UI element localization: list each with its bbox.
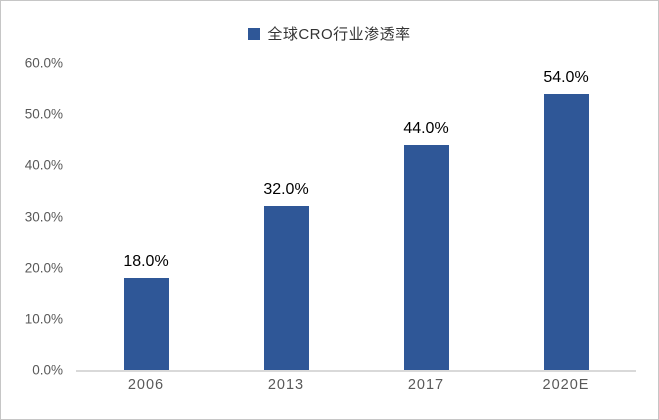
bar-slot: 44.0% (356, 63, 496, 370)
x-axis-category-label: 2017 (407, 377, 445, 393)
bar-data-label: 44.0% (403, 119, 449, 137)
x-axis-category-label: 2006 (127, 377, 165, 393)
legend-label: 全球CRO行业渗透率 (267, 26, 411, 43)
bar (123, 277, 169, 370)
y-axis-tick-label: 40.0% (24, 157, 63, 173)
bar-data-label: 18.0% (123, 252, 169, 270)
y-axis-tick-label: 10.0% (24, 311, 63, 327)
x-axis: 2006 2013 2017 2020E (76, 377, 636, 393)
y-axis-tick-label: 50.0% (24, 106, 63, 122)
bar-data-label: 54.0% (543, 68, 589, 86)
bar (543, 93, 589, 370)
bar (263, 206, 309, 370)
bar-slot: 32.0% (216, 63, 356, 370)
y-axis: 0.0% 10.0% 20.0% 30.0% 40.0% 50.0% 60.0% (1, 56, 69, 378)
x-axis-category-label: 2013 (267, 377, 305, 393)
bar-slot: 18.0% (76, 63, 216, 370)
bar (403, 144, 449, 370)
legend-marker-icon (248, 27, 261, 40)
bar-slot: 54.0% (496, 63, 636, 370)
y-axis-tick-label: 0.0% (32, 362, 63, 378)
y-axis-tick-label: 60.0% (24, 55, 63, 71)
plot-area: 18.0% 32.0% 44.0% 54.0% (76, 63, 636, 372)
y-axis-tick-label: 20.0% (24, 260, 63, 276)
x-axis-category-label: 2020E (542, 377, 590, 393)
y-axis-tick-label: 30.0% (24, 209, 63, 224)
chart-legend: 全球CRO行业渗透率 (1, 23, 658, 44)
bar-data-label: 32.0% (263, 181, 309, 199)
